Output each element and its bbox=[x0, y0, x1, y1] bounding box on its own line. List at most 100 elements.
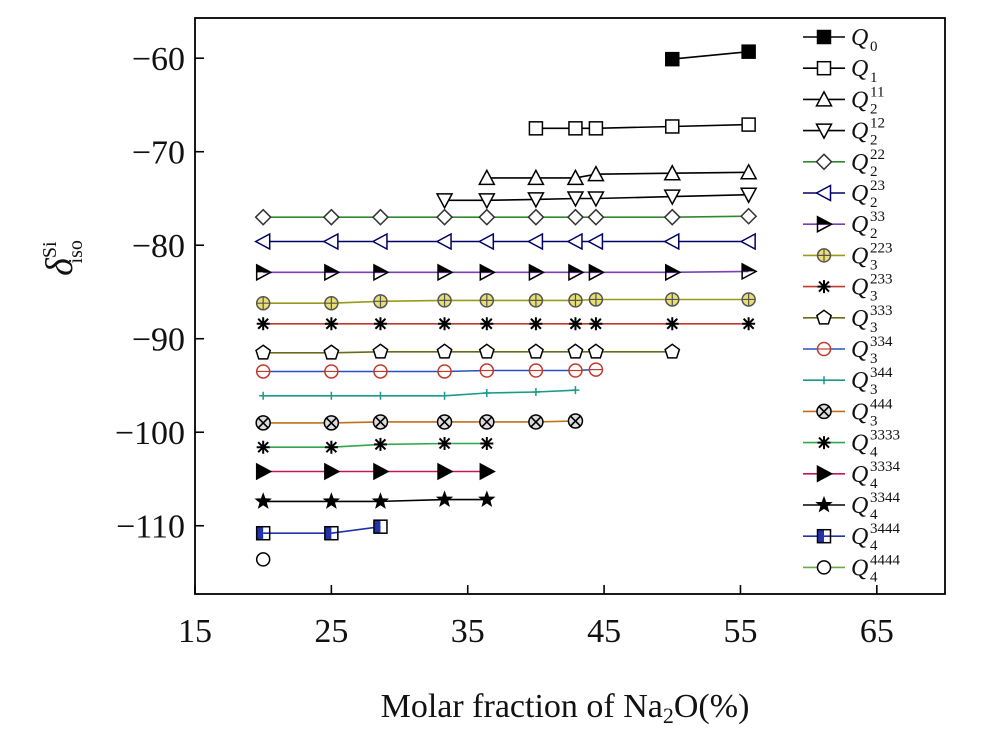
data-point-q2-33 bbox=[437, 263, 454, 282]
series-q4-3444 bbox=[255, 519, 388, 541]
data-point-q2-33 bbox=[255, 263, 273, 282]
data-point-q4-3334 bbox=[324, 462, 341, 481]
data-point-q1 bbox=[588, 121, 604, 136]
series-q4-3334 bbox=[255, 462, 496, 481]
y-tick-label: −80 bbox=[132, 228, 185, 265]
data-point-q2-12 bbox=[663, 189, 682, 206]
data-point-q3-223 bbox=[529, 293, 543, 307]
legend-label-q4-3444: Q bbox=[851, 524, 868, 550]
series-q2-33 bbox=[255, 262, 758, 282]
series-line-q4-3444 bbox=[263, 525, 381, 535]
legend-label-sub: 2 bbox=[870, 101, 878, 117]
data-point-q3-344 bbox=[440, 391, 449, 400]
data-point-q2-23 bbox=[477, 232, 495, 251]
data-point-q2-11 bbox=[587, 165, 605, 182]
legend-label-sup: 23 bbox=[870, 178, 885, 194]
data-point-q2-23 bbox=[322, 232, 339, 251]
legend-item-q2-22: Q 222 bbox=[803, 147, 885, 180]
data-point-q3-223 bbox=[665, 292, 679, 306]
legend-label-sup: 4444 bbox=[870, 552, 901, 568]
series-q3-223 bbox=[255, 292, 756, 311]
legend-label-q4-4444: Q bbox=[851, 555, 868, 581]
y-title-sup: Si bbox=[39, 241, 61, 258]
legend-item-q2-33: Q 332 bbox=[803, 209, 885, 242]
data-point-q2-23 bbox=[435, 232, 452, 251]
data-point-q2-33 bbox=[588, 263, 605, 282]
data-point-q4-4444 bbox=[255, 552, 271, 567]
data-point-q2-22 bbox=[254, 208, 272, 226]
data-point-q3-444 bbox=[374, 416, 387, 428]
data-point-q4-3333 bbox=[373, 437, 387, 451]
legend-marker-q3-333 bbox=[815, 309, 833, 325]
legend-label-sub: 2 bbox=[870, 195, 878, 211]
x-tick-label: 45 bbox=[587, 613, 621, 650]
data-point-q4-3344 bbox=[254, 492, 272, 509]
series-line-q3-344 bbox=[263, 389, 576, 397]
legend-label-sub: 4 bbox=[870, 507, 878, 523]
data-point-q4-3333 bbox=[256, 440, 270, 454]
data-point-q2-12 bbox=[739, 187, 758, 204]
series-q2-22 bbox=[254, 207, 758, 226]
series-q1 bbox=[528, 117, 756, 136]
legend-label-sub: 2 bbox=[870, 164, 878, 180]
data-point-q3-344 bbox=[259, 391, 268, 400]
legend-label-sub: 4 bbox=[870, 476, 878, 492]
x-axis-title: Molar fraction of Na2O(%) bbox=[381, 688, 750, 728]
x-tick-label: 25 bbox=[314, 613, 348, 650]
legend-label-q3-334: Q bbox=[851, 337, 868, 363]
data-point-q4-3334 bbox=[255, 462, 273, 481]
data-point-q3-444 bbox=[438, 416, 451, 428]
series-line-q2-33 bbox=[263, 270, 749, 274]
legend-label-sup: 223 bbox=[870, 240, 893, 256]
legend-item-q2-12: Q 122 bbox=[803, 116, 885, 149]
y-tick-label: −60 bbox=[132, 41, 185, 78]
legend-marker-q4-4444 bbox=[816, 560, 832, 575]
y-tick-label: −100 bbox=[115, 415, 185, 452]
legend-label-sub: 0 bbox=[870, 39, 878, 55]
legend-label-sub: 2 bbox=[870, 226, 878, 242]
y-tick-label: −90 bbox=[132, 322, 185, 359]
series-q3-344 bbox=[259, 386, 580, 400]
plot-frame bbox=[194, 17, 946, 595]
data-point-q3-333 bbox=[527, 343, 544, 359]
data-point-q0 bbox=[665, 51, 680, 67]
data-point-q3-223 bbox=[589, 292, 603, 306]
series-q3-233 bbox=[256, 317, 756, 331]
data-point-q3-233 bbox=[373, 317, 387, 331]
legend-marker-q3-444 bbox=[818, 405, 830, 417]
legend-label-sub: 3 bbox=[870, 351, 878, 367]
data-point-q2-11 bbox=[739, 163, 758, 180]
x-tick-label: 35 bbox=[451, 613, 485, 650]
legend-label-sub: 4 bbox=[870, 569, 878, 585]
data-point-q4-3344 bbox=[322, 492, 341, 509]
data-point-q4-3444 bbox=[324, 526, 332, 540]
data-point-q3-333 bbox=[436, 343, 453, 359]
y-tick-label: −110 bbox=[116, 509, 185, 546]
legend-marker-q1 bbox=[816, 60, 832, 76]
legend-label-q2-23: Q bbox=[851, 181, 868, 207]
legend-label-q3-344: Q bbox=[851, 368, 868, 394]
legend-label-sup: 3333 bbox=[870, 428, 900, 444]
data-point-q3-233 bbox=[438, 317, 452, 331]
data-point-q2-33 bbox=[665, 263, 682, 282]
series-line-q0 bbox=[672, 50, 749, 60]
legend-label-sub: 3 bbox=[870, 257, 878, 273]
data-point-q4-3334 bbox=[373, 462, 390, 481]
data-point-q3-233 bbox=[665, 317, 679, 331]
data-point-q3-223 bbox=[480, 293, 494, 307]
legend-marker-q2-23 bbox=[814, 184, 832, 202]
data-point-q2-22 bbox=[527, 208, 545, 226]
series-q2-12 bbox=[435, 187, 758, 210]
data-point-q2-22 bbox=[740, 207, 758, 225]
legend-marker-q4-3344 bbox=[815, 495, 833, 513]
data-point-q3-333 bbox=[372, 343, 389, 359]
data-point-q4-3444 bbox=[324, 525, 339, 541]
data-point-q3-333 bbox=[664, 343, 681, 359]
legend-label-sup: 444 bbox=[870, 396, 893, 412]
